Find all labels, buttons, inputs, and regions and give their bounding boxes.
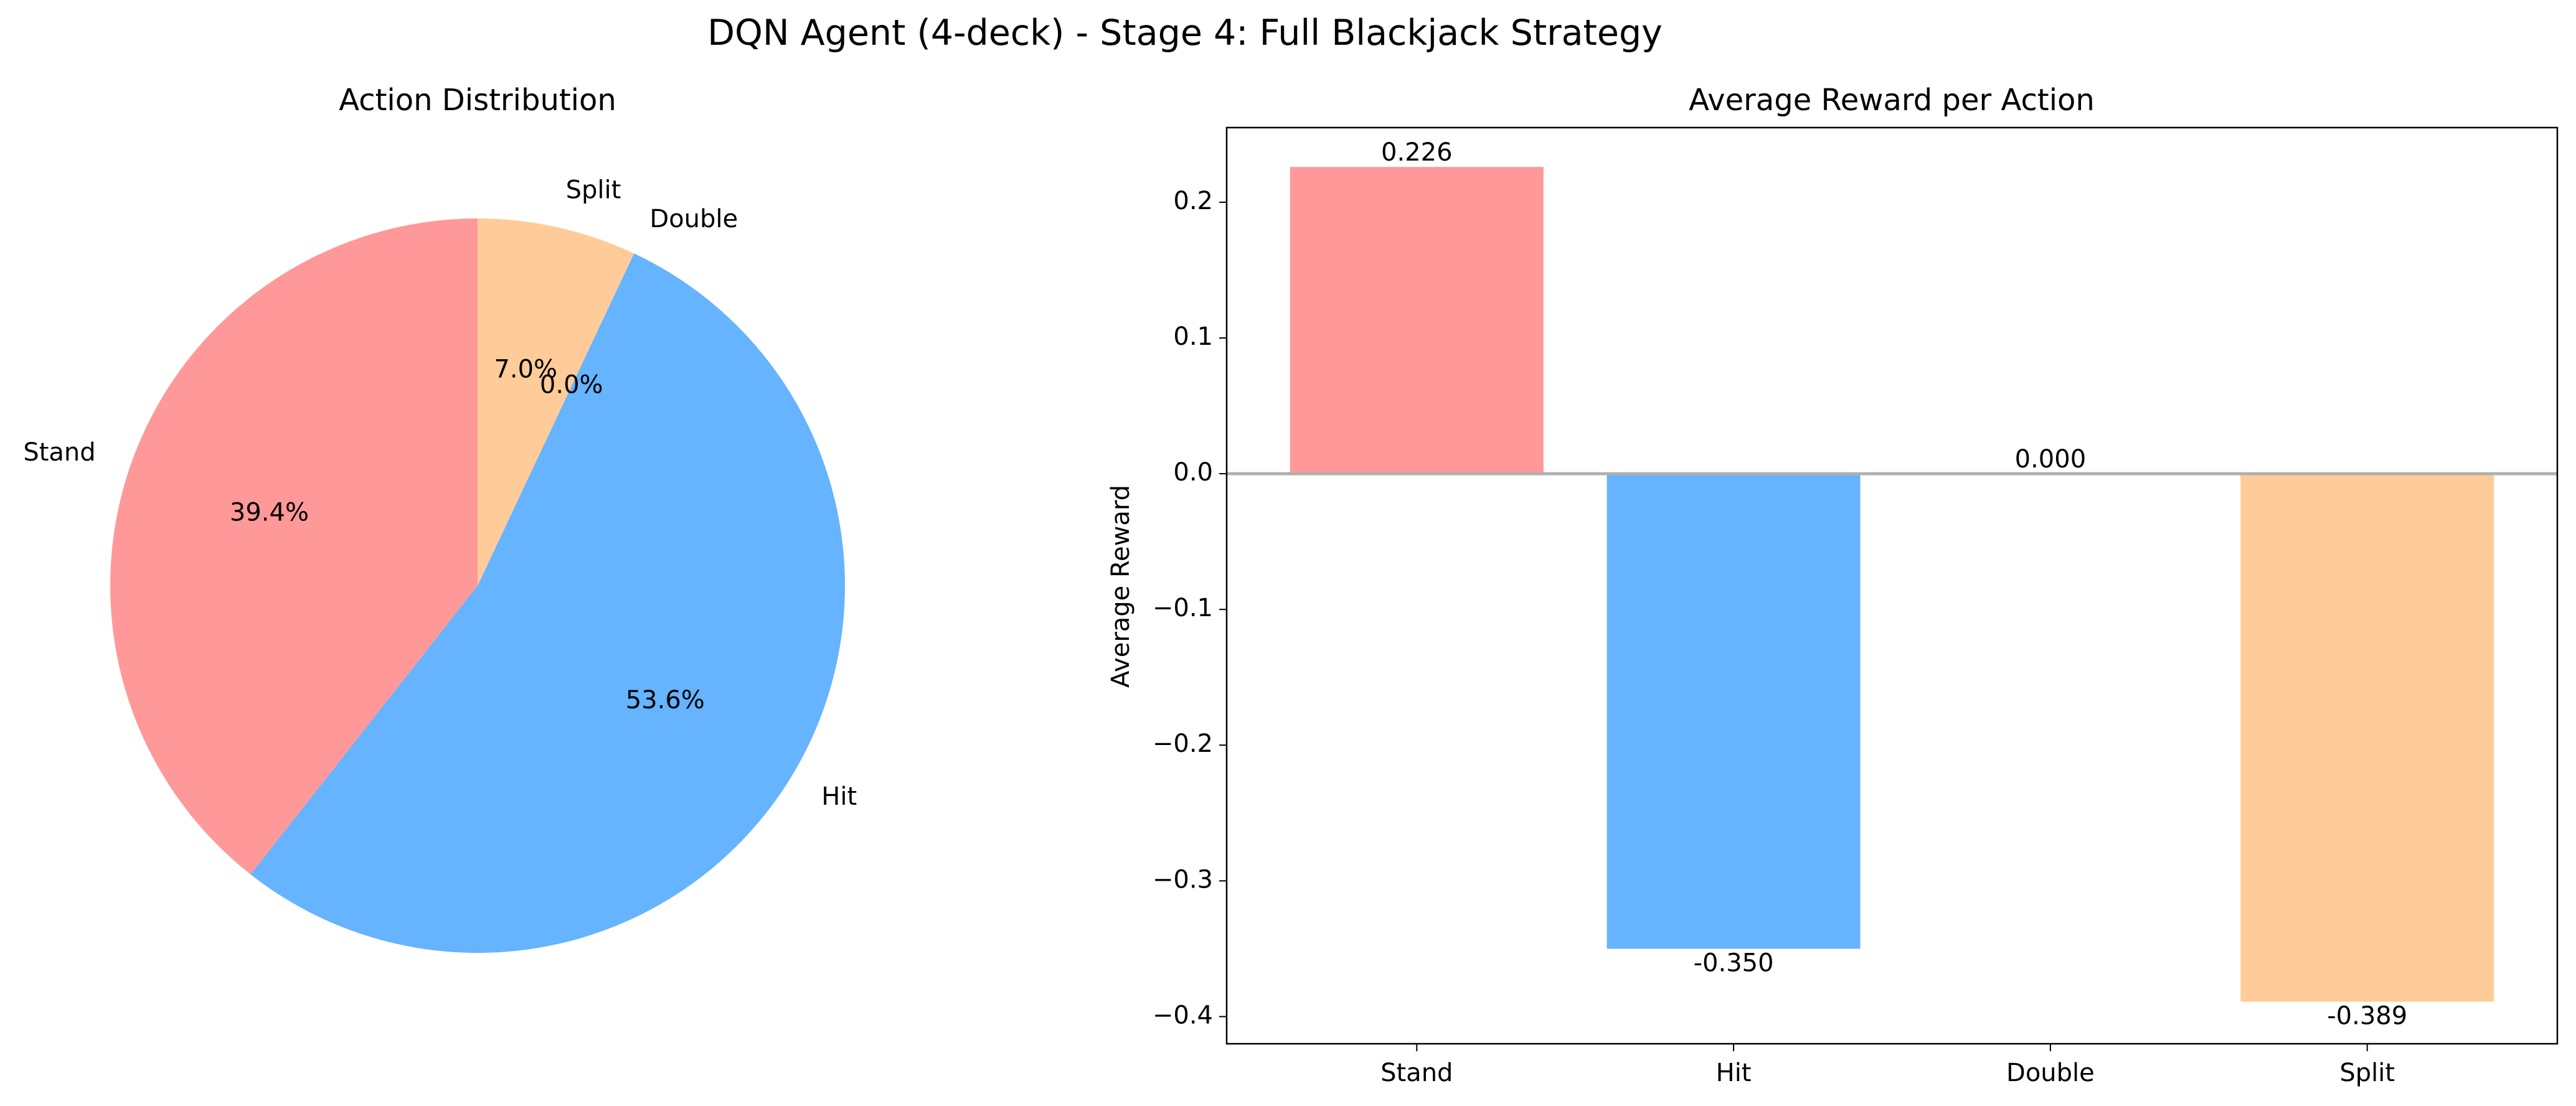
y-tick-label: −0.2 — [1153, 729, 1213, 758]
bar-plot-frame — [1225, 126, 2559, 1045]
pie-slices — [110, 218, 846, 953]
bar-chart-title: Average Reward per Action — [1689, 83, 2095, 118]
y-tick-label: 0.2 — [1173, 187, 1213, 215]
bar-value-label-hit: -0.350 — [1694, 949, 1774, 977]
bar-value-label-split: -0.389 — [2327, 1001, 2407, 1030]
pie-slice-hit — [250, 253, 846, 953]
bar-stand — [1290, 167, 1544, 474]
bar-plot-area: 0.226 Stand -0.350 Hit 0.000 Double -0.389 Spli… — [1153, 126, 2559, 1087]
bar-value-label-stand: 0.226 — [1381, 138, 1453, 167]
pie-labels: Stand 39.4% Hit 53.6% Double 0.0% Split 7.0% — [23, 176, 857, 811]
pie-slice-split — [478, 218, 635, 586]
y-tick-label: −0.1 — [1153, 594, 1213, 622]
x-tick-label-split: Split — [2339, 1059, 2395, 1087]
y-tick-label: −0.4 — [1153, 1001, 1213, 1029]
x-tick-label-hit: Hit — [1716, 1059, 1752, 1087]
bar-value-label-double: 0.000 — [2015, 445, 2087, 474]
pie-slice-stand — [110, 218, 478, 874]
x-tick-label-stand: Stand — [1380, 1059, 1453, 1087]
pie-chart-title: Action Distribution — [339, 83, 616, 118]
pie-percent-label-split: 7.0% — [494, 355, 557, 384]
bar-split — [2240, 474, 2494, 1002]
y-tick-label: 0.0 — [1173, 458, 1213, 487]
pie-category-label-split: Split — [566, 176, 621, 205]
pie-category-label-double: Double — [649, 205, 738, 233]
bar-chart: Average Reward per Action Average Reward… — [1106, 83, 2559, 1087]
y-tick-label: 0.1 — [1173, 322, 1213, 351]
x-tick-label-double: Double — [2006, 1059, 2095, 1087]
pie-percent-label-double: 0.0% — [540, 371, 603, 400]
pie-percent-label-stand: 39.4% — [230, 498, 309, 527]
pie-percent-label-hit: 53.6% — [626, 686, 705, 715]
pie-chart: Action Distribution Stand 39.4% Hit 53.6% Do… — [23, 83, 857, 953]
y-axis-label: Average Reward — [1106, 485, 1135, 688]
figure-title: DQN Agent (4-deck) - Stage 4: Full Black… — [707, 12, 1663, 54]
y-tick-label: −0.3 — [1153, 865, 1213, 894]
bar-hit — [1606, 474, 1861, 949]
pie-category-label-hit: Hit — [821, 782, 857, 811]
pie-category-label-stand: Stand — [23, 438, 95, 467]
